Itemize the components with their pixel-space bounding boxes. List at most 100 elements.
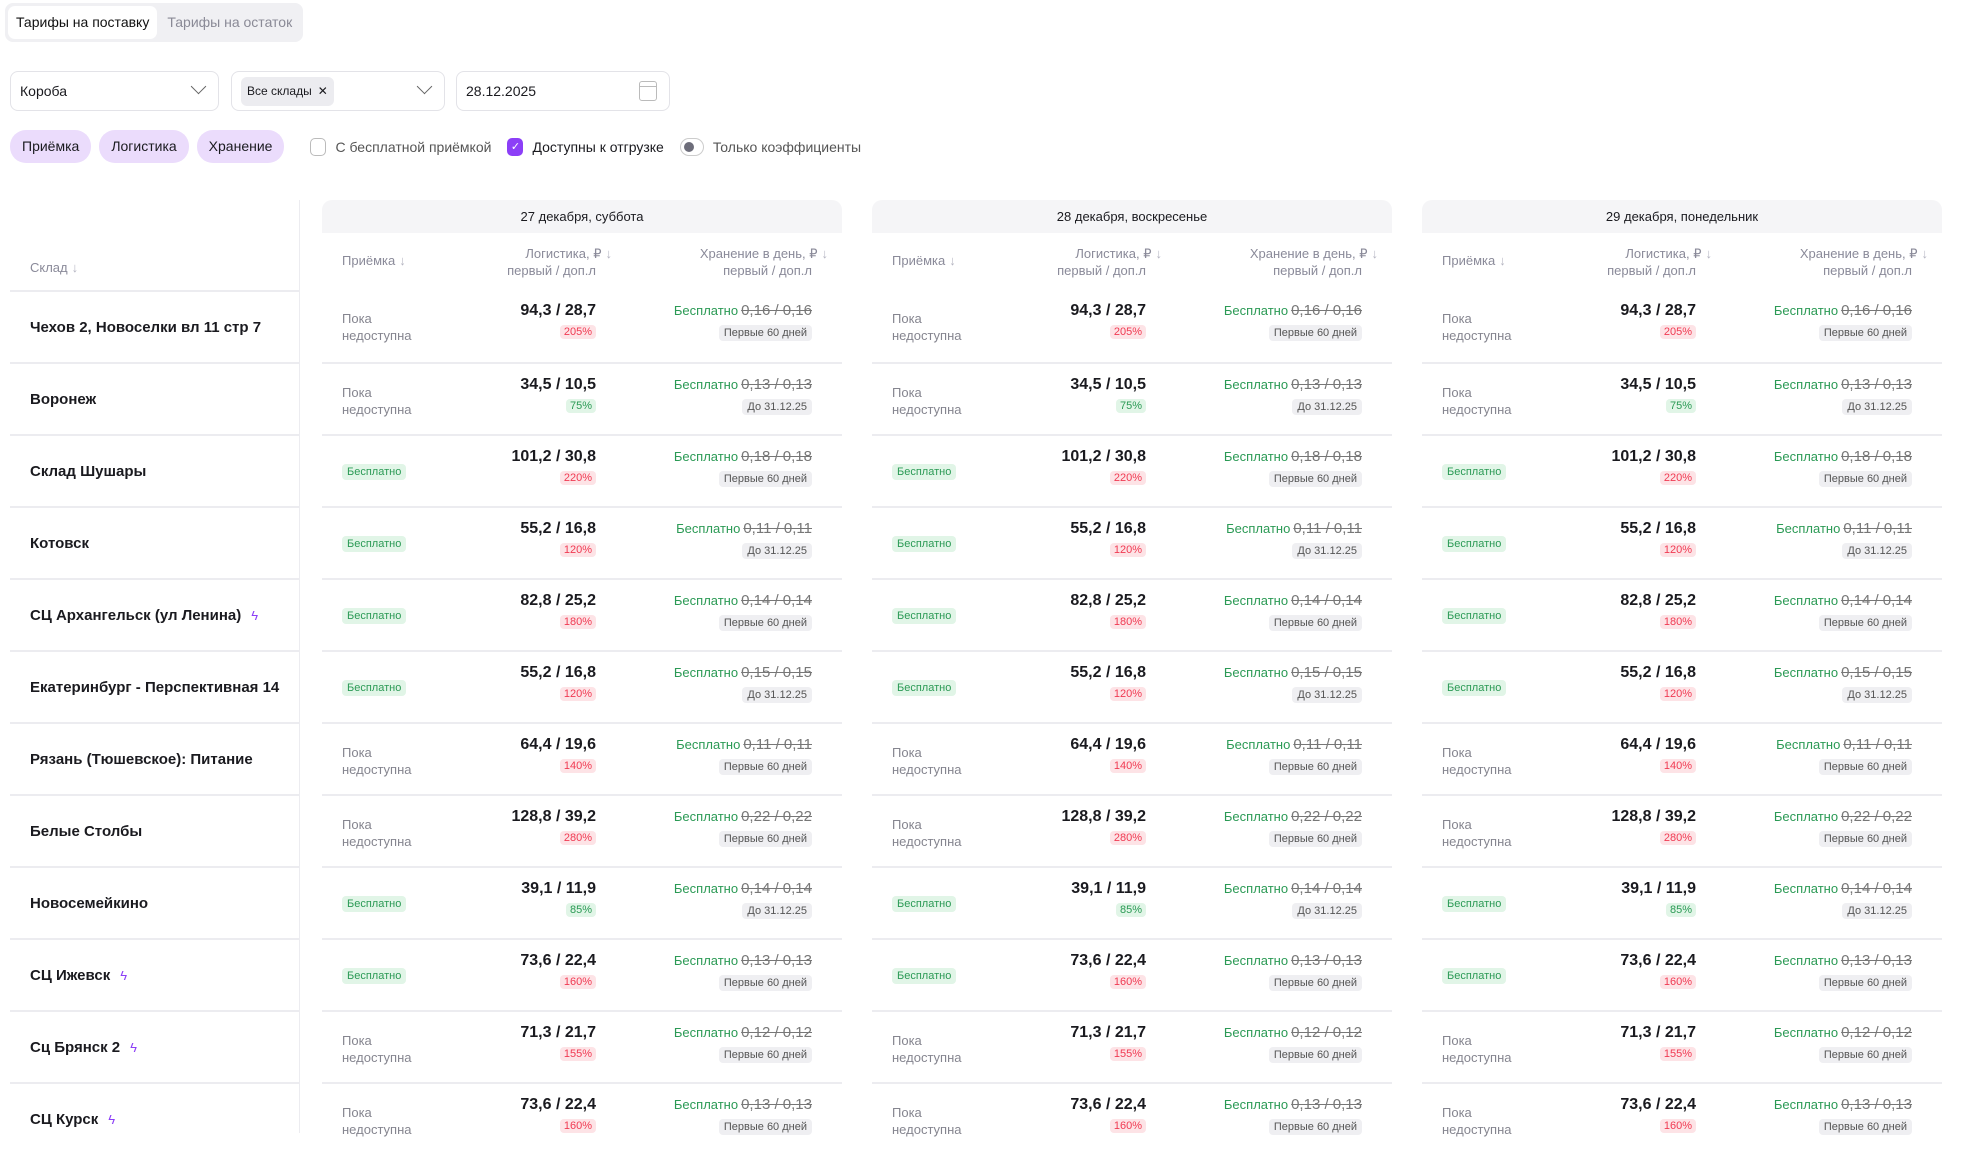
- warehouse-name: Чехов 2, Новоселки вл 11 стр 7: [30, 318, 262, 336]
- storage-free-label: Бесплатно: [1223, 953, 1289, 968]
- storage-note-badge: Первые 60 дней: [1268, 325, 1362, 341]
- storage-old-price: 0,11 / 0,11: [743, 736, 812, 753]
- storage-header[interactable]: Хранение в день, ₽ ↓ первый / доп.л: [1800, 245, 1928, 279]
- warehouse-row: Белые Столбы: [10, 794, 300, 866]
- storage-free-label: Бесплатно: [673, 449, 739, 464]
- storage-cell: Бесплатно 0,22 / 0,22 Первые 60 дней: [674, 808, 812, 847]
- storage-cell: Бесплатно 0,14 / 0,14 До 31.12.25: [1224, 880, 1362, 919]
- only-coefficients-toggle[interactable]: Только коэффициенты: [679, 137, 862, 156]
- acceptance-header[interactable]: Приёмка ↓: [1442, 253, 1506, 268]
- storage-cell: Бесплатно 0,15 / 0,15 До 31.12.25: [674, 664, 812, 703]
- logistics-cell: 64,4 / 19,6 140%: [1070, 736, 1146, 774]
- storage-old-price: 0,22 / 0,22: [1841, 808, 1912, 825]
- coefficient-badge: 160%: [1659, 975, 1696, 989]
- day-header: 27 декабря, суббота: [322, 200, 842, 233]
- logistics-subheader: первый / доп.л: [1057, 263, 1146, 278]
- filter-acceptance[interactable]: Приёмка: [10, 130, 92, 163]
- storage-free-label: Бесплатно: [1223, 449, 1289, 464]
- storage-free-label: Бесплатно: [1773, 303, 1839, 318]
- acceptance-free-badge: Бесплатно: [1442, 968, 1507, 984]
- coefficient-badge: 120%: [559, 687, 596, 701]
- box-type-select[interactable]: Короба: [10, 71, 219, 111]
- table-row: Бесплатно 55,2 / 16,8 120% Бесплатно 0,15 …: [872, 650, 1392, 722]
- warehouse-name: Рязань (Тюшевское): Питание: [30, 750, 253, 768]
- tab-storage-tariffs[interactable]: Тарифы на остаток: [167, 14, 293, 30]
- storage-header-label: Хранение в день, ₽: [1799, 246, 1918, 261]
- acceptance-unavailable: Пока недоступна: [342, 817, 412, 849]
- checkbox-icon: [310, 137, 327, 156]
- tariff-tabs: Тарифы на поставку Тарифы на остаток: [5, 3, 304, 42]
- column-headers: Приёмка ↓ Логистика, ₽ ↓ первый / доп.л Хра…: [872, 233, 1392, 290]
- logistics-header[interactable]: Логистика, ₽ ↓ первый / доп.л: [1607, 245, 1712, 279]
- table-row: Пока недоступна 73,6 / 22,4 160% Бесплатн…: [322, 1082, 842, 1154]
- storage-old-price: 0,18 / 0,18: [1841, 448, 1912, 465]
- acceptance-header[interactable]: Приёмка ↓: [892, 253, 956, 268]
- logistics-header[interactable]: Логистика, ₽ ↓ первый / доп.л: [507, 245, 612, 279]
- acceptance-unavailable: Пока недоступна: [892, 311, 962, 343]
- table-row: Бесплатно 73,6 / 22,4 160% Бесплатно 0,13 …: [1422, 938, 1942, 1010]
- acceptance-unavailable: Пока недоступна: [342, 745, 412, 777]
- warehouse-chip-label: Все склады: [247, 83, 312, 98]
- sort-arrow-icon: ↓: [71, 260, 79, 275]
- storage-old-price: 0,13 / 0,13: [741, 1096, 812, 1113]
- storage-old-price: 0,13 / 0,13: [1841, 1096, 1912, 1113]
- table-row: Бесплатно 55,2 / 16,8 120% Бесплатно 0,11 …: [1422, 506, 1942, 578]
- logistics-cell: 94,3 / 28,7 205%: [1070, 302, 1146, 340]
- warehouse-name: Воронеж: [30, 390, 97, 408]
- calendar-icon[interactable]: [639, 81, 657, 101]
- storage-cell: Бесплатно 0,13 / 0,13 Первые 60 дней: [1774, 1096, 1912, 1135]
- logistics-value: 55,2 / 16,8: [1620, 520, 1696, 537]
- storage-cell: Бесплатно 0,18 / 0,18 Первые 60 дней: [1774, 448, 1912, 487]
- available-checkbox[interactable]: ✓ Доступны к отгрузке: [507, 137, 664, 156]
- logistics-cell: 34,5 / 10,5 75%: [1070, 376, 1146, 414]
- acceptance-free-badge: Бесплатно: [892, 464, 957, 480]
- logistics-value: 94,3 / 28,7: [520, 302, 596, 319]
- storage-note-badge: Первые 60 дней: [1818, 1119, 1912, 1135]
- date-input[interactable]: 28.12.2025: [456, 71, 670, 111]
- table-row: Бесплатно 39,1 / 11,9 85% Бесплатно 0,14 /…: [872, 866, 1392, 938]
- logistics-value: 39,1 / 11,9: [1621, 880, 1696, 897]
- table-row: Бесплатно 39,1 / 11,9 85% Бесплатно 0,14 /…: [1422, 866, 1942, 938]
- storage-cell: Бесплатно 0,14 / 0,14 Первые 60 дней: [1224, 592, 1362, 631]
- storage-header[interactable]: Хранение в день, ₽ ↓ первый / доп.л: [1250, 245, 1378, 279]
- table-row: Пока недоступна 128,8 / 39,2 280% Бесплат…: [1422, 794, 1942, 866]
- coefficient-badge: 120%: [1659, 543, 1696, 557]
- storage-free-label: Бесплатно: [1223, 1025, 1289, 1040]
- coefficient-badge: 160%: [559, 1119, 596, 1133]
- storage-cell: Бесплатно 0,15 / 0,15 До 31.12.25: [1774, 664, 1912, 703]
- coefficient-badge: 220%: [559, 471, 596, 485]
- filter-logistics[interactable]: Логистика: [99, 130, 189, 163]
- logistics-value: 73,6 / 22,4: [520, 1096, 596, 1113]
- acceptance-unavailable: Пока недоступна: [342, 1033, 412, 1065]
- coefficient-badge: 120%: [559, 543, 596, 557]
- tab-supply-tariffs[interactable]: Тарифы на поставку: [8, 6, 158, 39]
- storage-old-price: 0,14 / 0,14: [741, 592, 812, 609]
- logistics-value: 128,8 / 39,2: [1061, 808, 1146, 825]
- warehouse-row: СЦ Курск ϟ: [10, 1082, 300, 1154]
- storage-note-badge: Первые 60 дней: [718, 975, 812, 991]
- logistics-cell: 55,2 / 16,8 120%: [1620, 520, 1696, 558]
- warehouse-header[interactable]: Склад ↓: [10, 200, 300, 290]
- close-icon[interactable]: ✕: [317, 83, 328, 98]
- storage-cell: Бесплатно 0,12 / 0,12 Первые 60 дней: [1774, 1024, 1912, 1063]
- storage-cell: Бесплатно 0,13 / 0,13 Первые 60 дней: [674, 952, 812, 991]
- storage-header[interactable]: Хранение в день, ₽ ↓ первый / доп.л: [700, 245, 828, 279]
- acceptance-free-badge: Бесплатно: [892, 896, 957, 912]
- filter-storage[interactable]: Хранение: [196, 130, 285, 163]
- free-acceptance-checkbox[interactable]: С бесплатной приёмкой: [310, 137, 491, 156]
- warehouse-select[interactable]: Все склады ✕: [231, 71, 445, 111]
- storage-cell: Бесплатно 0,11 / 0,11 Первые 60 дней: [1776, 736, 1912, 775]
- only-coefficients-label: Только коэффициенты: [712, 138, 862, 155]
- coefficient-badge: 205%: [1659, 325, 1696, 339]
- logistics-header-label: Логистика, ₽: [1075, 246, 1152, 261]
- storage-old-price: 0,12 / 0,12: [741, 1024, 812, 1041]
- storage-note-badge: До 31.12.25: [742, 903, 812, 919]
- logistics-header[interactable]: Логистика, ₽ ↓ первый / доп.л: [1057, 245, 1162, 279]
- acceptance-header[interactable]: Приёмка ↓: [342, 253, 406, 268]
- logistics-value: 73,6 / 22,4: [520, 952, 596, 969]
- logistics-cell: 82,8 / 25,2 180%: [1620, 592, 1696, 630]
- storage-old-price: 0,16 / 0,16: [1291, 302, 1362, 319]
- storage-free-label: Бесплатно: [673, 1025, 739, 1040]
- storage-cell: Бесплатно 0,14 / 0,14 Первые 60 дней: [674, 592, 812, 631]
- acceptance-unavailable: Пока недоступна: [892, 817, 962, 849]
